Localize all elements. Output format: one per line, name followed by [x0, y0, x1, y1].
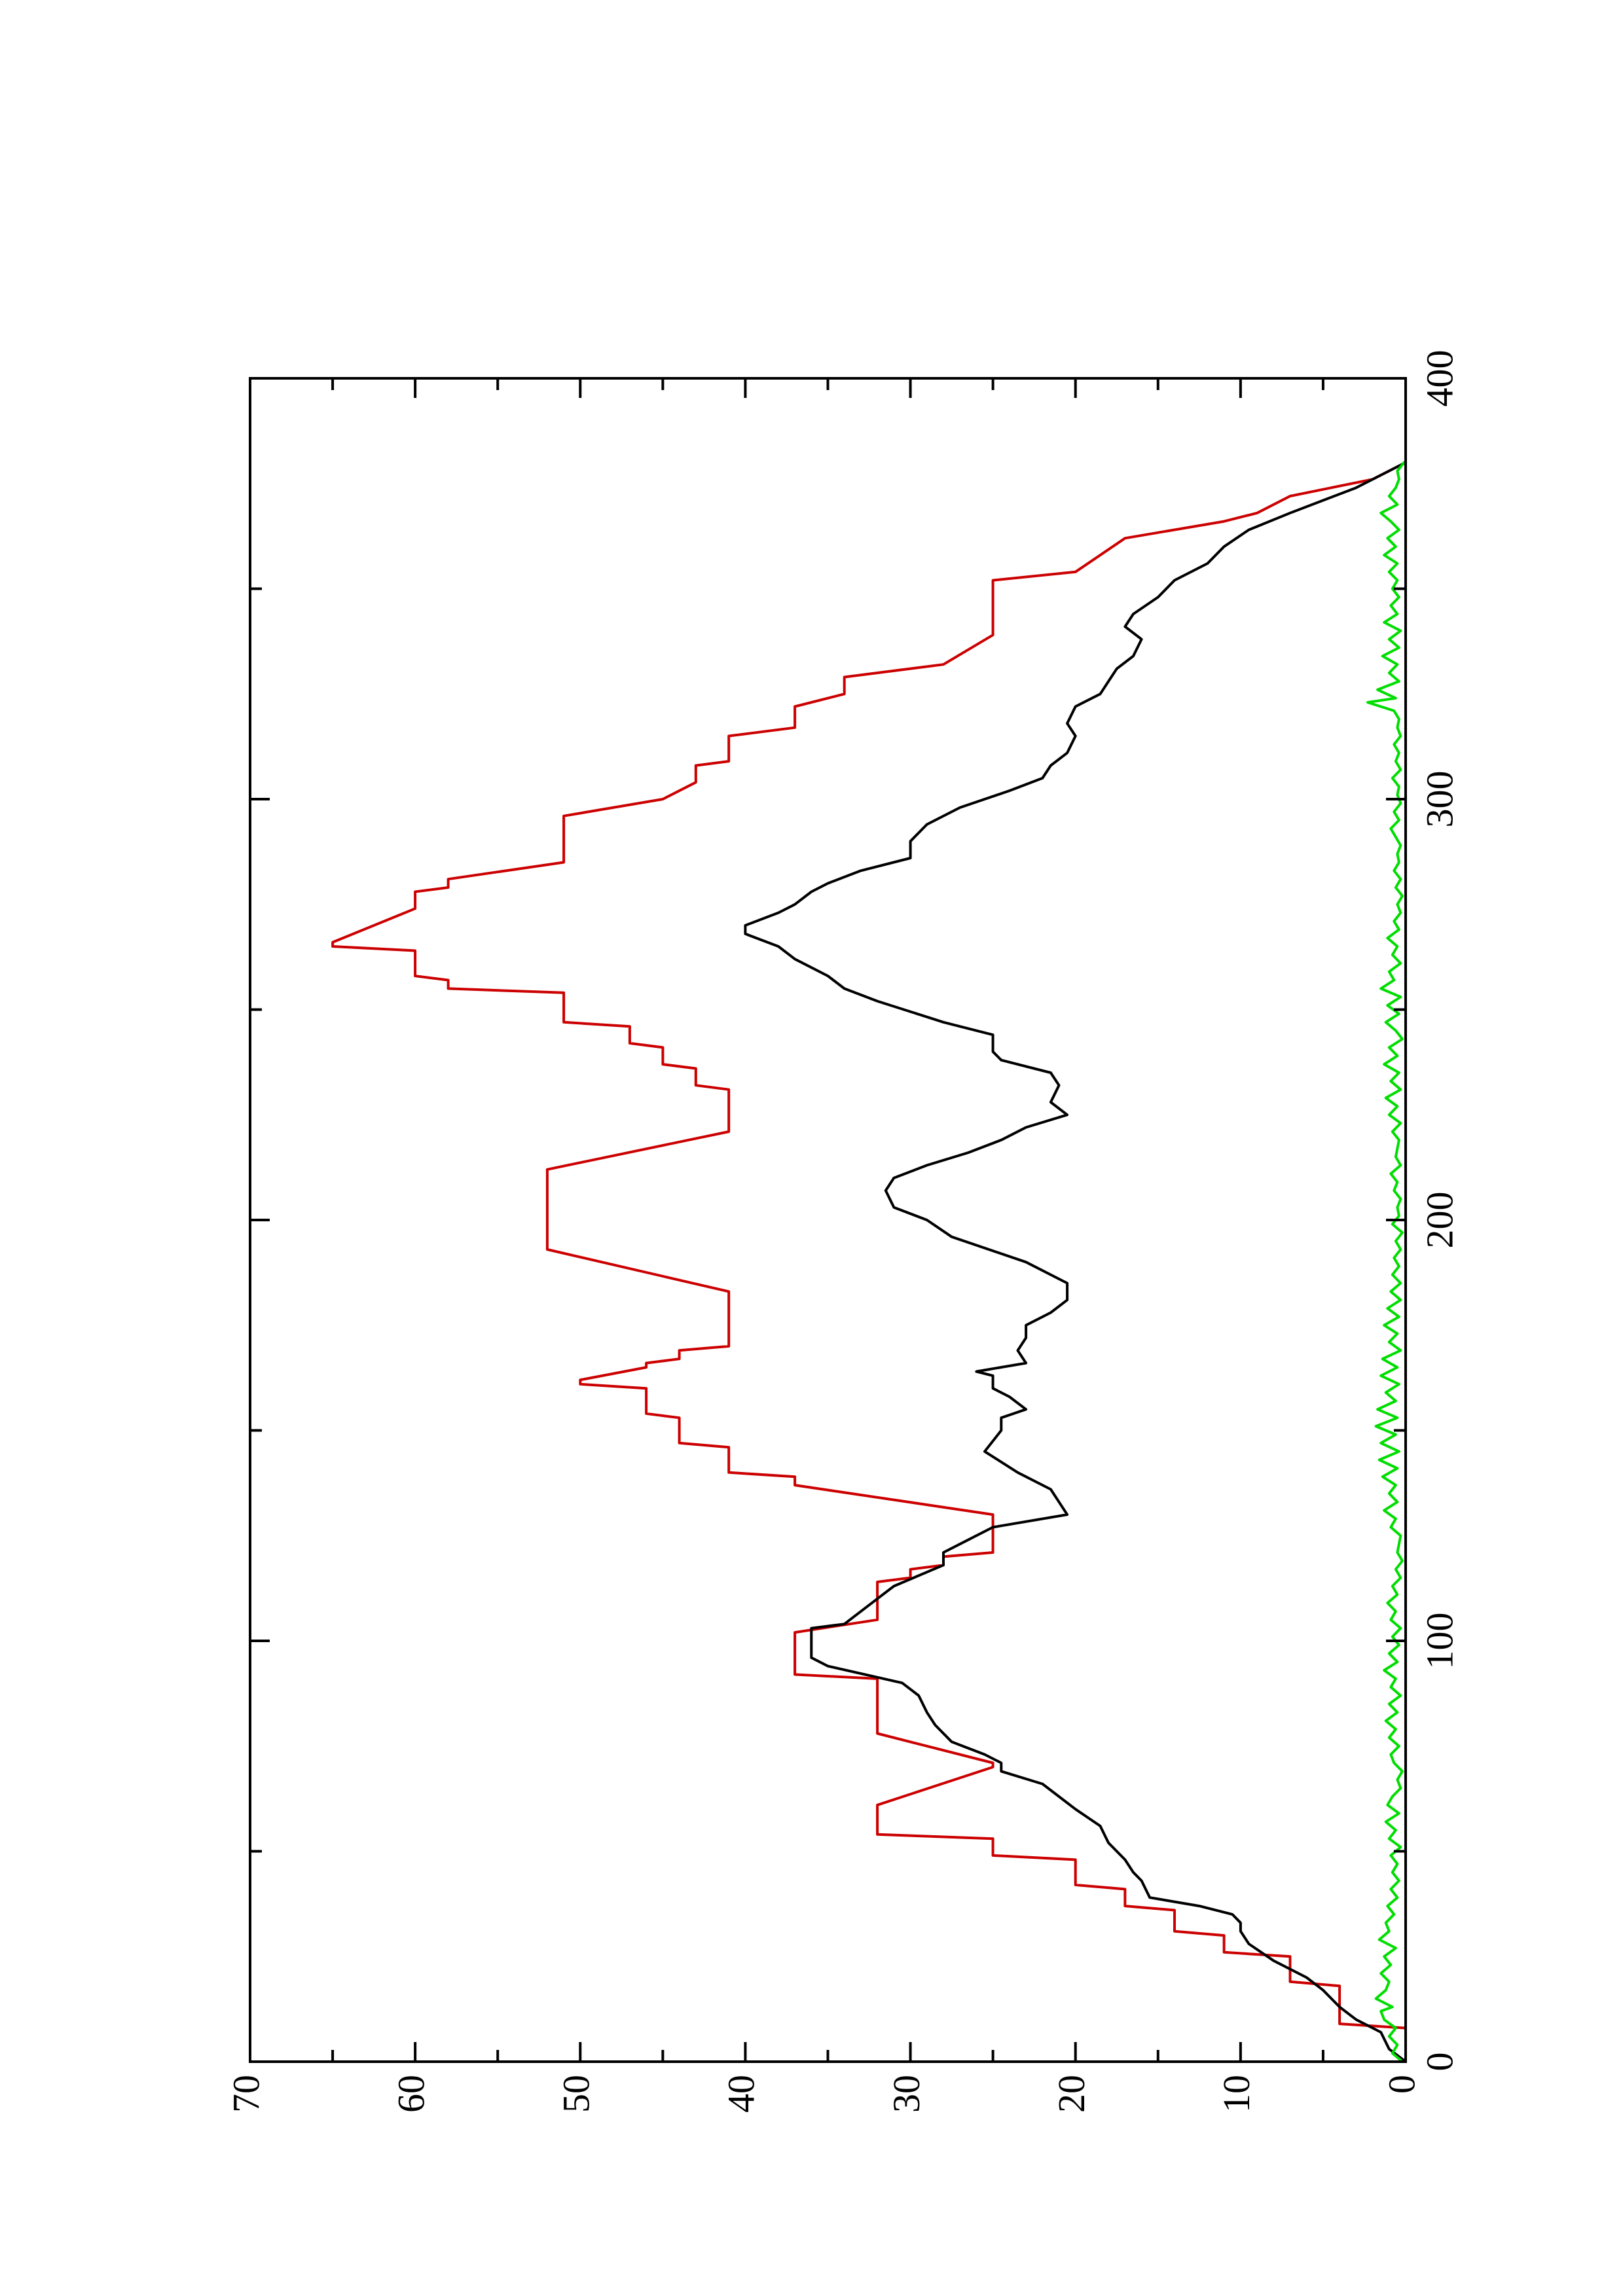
x-tick-label: 200: [1418, 1192, 1461, 1249]
y-tick-label: 50: [555, 2075, 598, 2113]
y-tick-label: 30: [885, 2075, 928, 2113]
y-tick-label: 0: [1380, 2075, 1423, 2094]
x-tick-label: 300: [1418, 771, 1461, 828]
series-layer: [331, 461, 1407, 2063]
y-tick-label: 10: [1215, 2075, 1258, 2113]
y-tick-label: 60: [390, 2075, 432, 2113]
x-tick-label: 0: [1418, 2053, 1461, 2072]
y-tick-label: 20: [1050, 2075, 1093, 2113]
y-tick-label: 40: [720, 2075, 763, 2113]
plot-frame: [249, 377, 1407, 2063]
x-tick-label: 400: [1418, 350, 1461, 407]
x-tick-label: 100: [1418, 1613, 1461, 1670]
y-tick-label: 70: [225, 2075, 267, 2113]
labels-layer: 0 100 200 300 400 0 10 20 30 40 50 60 70: [225, 350, 1461, 2113]
series-line-1: [331, 461, 1407, 2063]
series-line-2: [744, 461, 1407, 2063]
series-line-3: [1366, 461, 1406, 2063]
